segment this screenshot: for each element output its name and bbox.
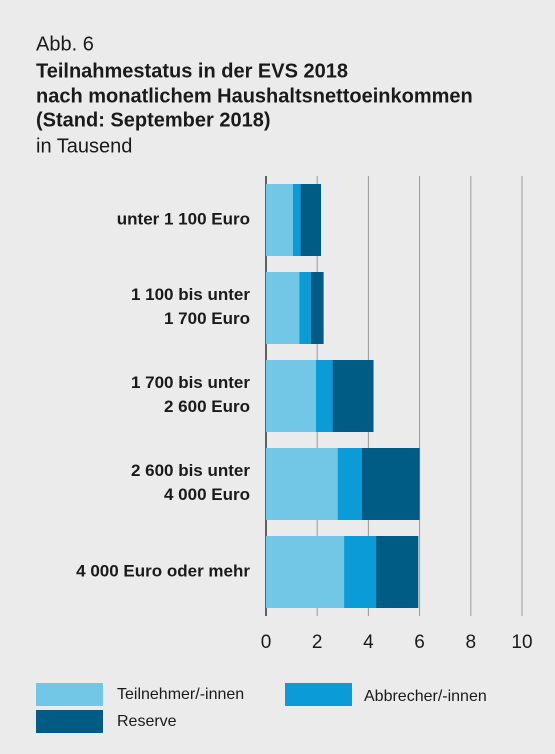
legend-swatch xyxy=(36,683,103,706)
legend-label: Teilnehmer/-innen xyxy=(117,686,244,703)
bar-segment xyxy=(266,448,338,520)
chart-title: nach monatlichem Haushaltsnettoeinkommen xyxy=(36,85,473,107)
legend-swatch xyxy=(36,710,103,733)
bar-segment xyxy=(266,184,293,256)
y-tick-label: 1 700 bis unter 2 600 Euro xyxy=(131,373,250,416)
bar-segment xyxy=(315,360,333,432)
chart-title: Teilnahmestatus in der EVS 2018 xyxy=(36,60,348,82)
bar-segment xyxy=(299,272,311,344)
bar-segment xyxy=(332,360,374,432)
x-tick-label: 4 xyxy=(363,632,374,653)
x-tick-label: 10 xyxy=(511,632,532,653)
legend-swatch xyxy=(285,683,352,706)
x-tick-label: 6 xyxy=(414,632,425,653)
bar-segment xyxy=(292,184,301,256)
bar-segment xyxy=(337,448,362,520)
x-tick-label: 8 xyxy=(466,632,477,653)
chart-title: (Stand: September 2018) xyxy=(36,109,271,131)
chart-subtitle: in Tausend xyxy=(36,135,132,157)
bar-segment xyxy=(362,448,420,520)
legend-label: Abbrecher/-innen xyxy=(364,688,487,705)
bar-segment xyxy=(266,272,300,344)
bar-segment xyxy=(266,536,345,608)
bar-segment xyxy=(310,272,324,344)
y-tick-label: unter 1 100 Euro xyxy=(117,209,250,228)
x-tick-label: 0 xyxy=(261,632,272,653)
y-tick-label: 1 100 bis unter 1 700 Euro xyxy=(131,285,250,328)
legend-label: Reserve xyxy=(117,713,177,730)
x-tick-label: 2 xyxy=(312,632,323,653)
bar-segment xyxy=(376,536,419,608)
bar-segment xyxy=(344,536,377,608)
y-tick-label: 2 600 bis unter 4 000 Euro xyxy=(131,461,250,504)
figure-label: Abb. 6 xyxy=(36,33,94,55)
bar-segment xyxy=(300,184,322,256)
y-tick-label: 4 000 Euro oder mehr xyxy=(76,561,250,580)
bar-segment xyxy=(266,360,316,432)
